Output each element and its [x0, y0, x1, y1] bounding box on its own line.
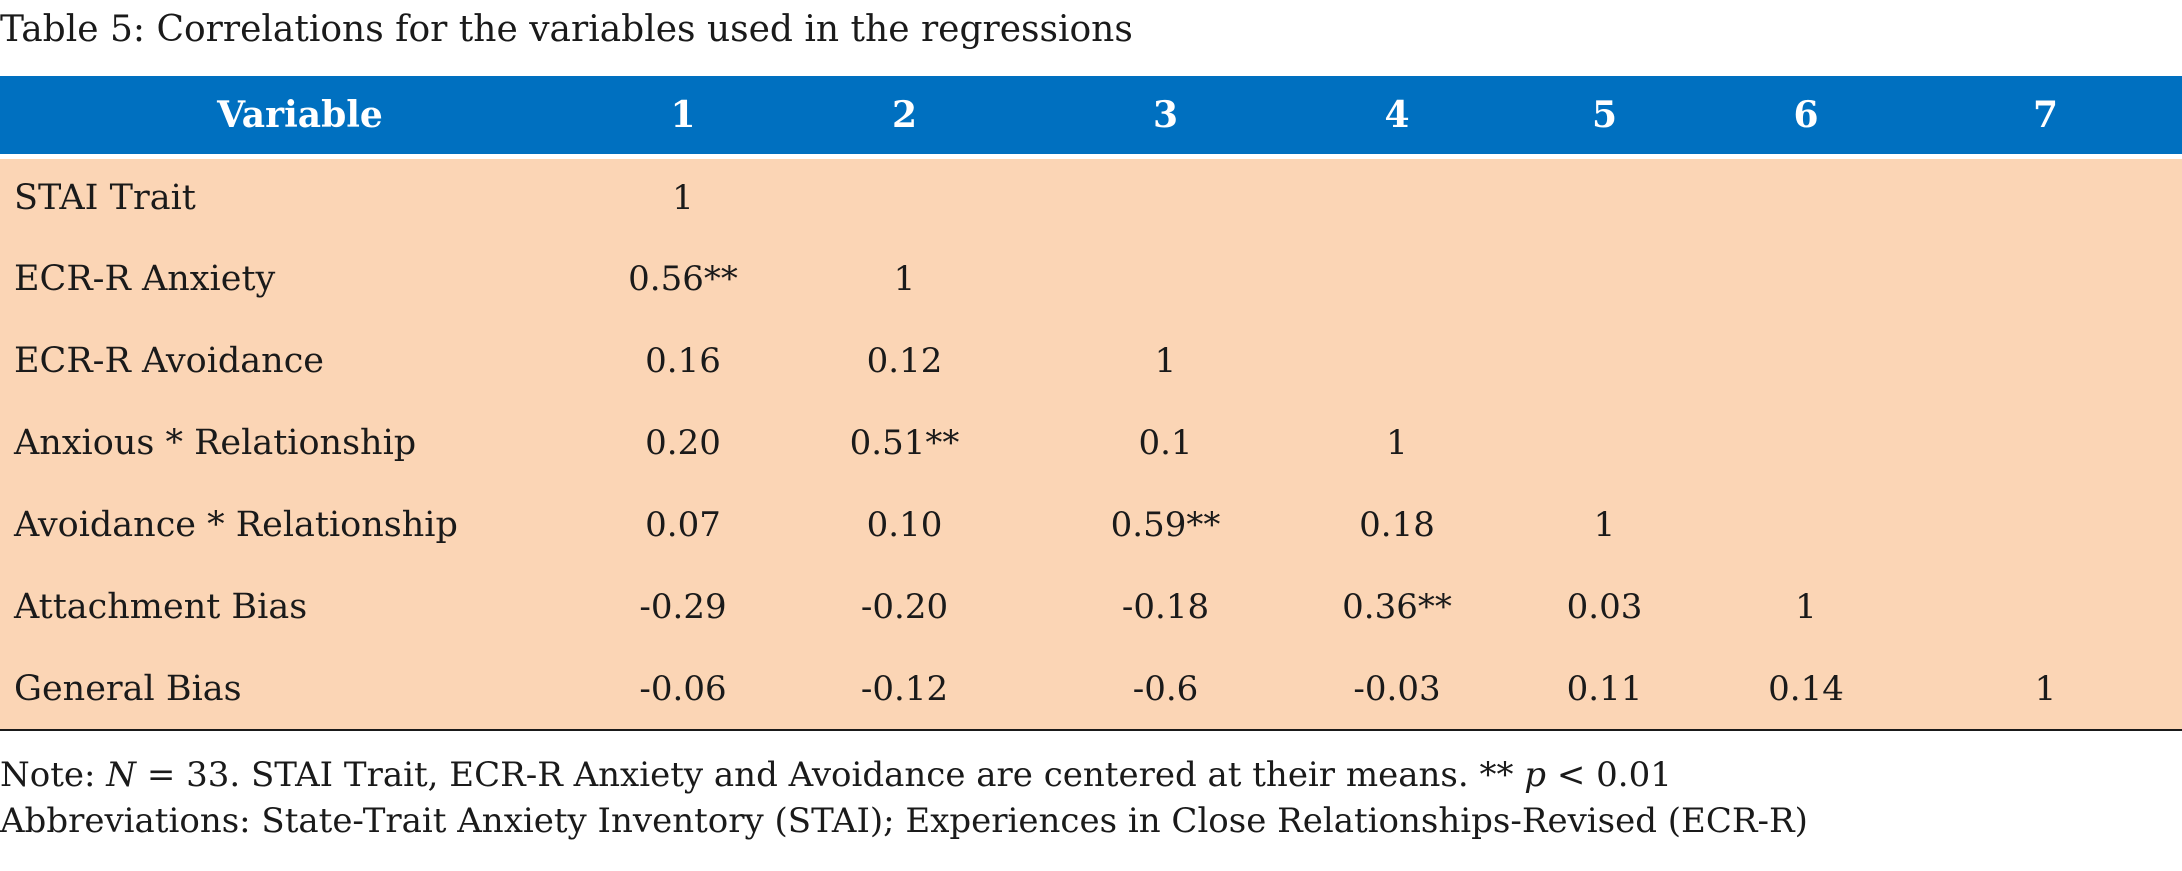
table-cell: 0.1	[1138, 423, 1193, 463]
table-cell	[1909, 156, 2182, 238]
table-cell: 0.03	[1566, 587, 1643, 627]
table-cell: -0.6	[1043, 648, 1288, 731]
header-variable: Variable	[0, 76, 600, 159]
table-cell	[1909, 238, 2182, 320]
row-variable-name: General Bias	[0, 648, 600, 731]
table-cell	[1909, 320, 2182, 402]
note-p-symbol: p	[1524, 755, 1547, 795]
row-variable-name: Anxious * Relationship	[14, 423, 417, 463]
table-body: STAI Trait 1 ECR-R Anxiety 0.56** 1	[0, 156, 2182, 731]
table-cell: 0.14	[1703, 648, 1909, 731]
table-cell	[1288, 156, 1506, 238]
table-cell	[1909, 484, 2182, 566]
table-cell	[1288, 320, 1506, 402]
header-col-1: 1	[600, 76, 766, 159]
table-cell: 0.18	[1359, 505, 1435, 545]
table-cell	[1043, 238, 1288, 320]
table-cell	[1506, 320, 1703, 402]
row-variable-name: STAI Trait	[14, 178, 196, 219]
abbreviations-line: Abbreviations: State-Trait Anxiety Inven…	[0, 801, 1808, 841]
table-cell: 1	[1795, 587, 1817, 627]
note-n-symbol: N	[106, 755, 137, 795]
table-cell: 0.20	[645, 423, 721, 463]
table-row: STAI Trait 1	[0, 156, 2182, 238]
note-end: < 0.01	[1546, 755, 1672, 795]
table-cell: 0.16	[645, 341, 721, 381]
table-caption: Table 5: Correlations for the variables …	[0, 9, 1133, 50]
table-header: Variable 1 2 3 4 5 6 7	[0, 76, 2182, 159]
note-middle: = 33. STAI Trait, ECR-R Anxiety and Avoi…	[136, 755, 1525, 795]
table-cell	[1506, 238, 1703, 320]
table-cell	[1703, 320, 1909, 402]
table-cell	[1703, 238, 1909, 320]
table-cell: 0.36**	[1342, 587, 1452, 627]
correlation-table: Variable 1 2 3 4 5 6 7 STAI Trait 1	[0, 76, 2182, 731]
table-cell	[1506, 402, 1703, 484]
table-cell: 0.56**	[628, 259, 738, 299]
note-prefix: Note:	[0, 755, 107, 795]
header-col-2: 2	[766, 76, 1043, 159]
table-cell	[1909, 566, 2182, 648]
table-cell: 1	[1909, 648, 2182, 731]
table-cell: -0.29	[639, 587, 727, 627]
table-cell: 1	[893, 259, 916, 299]
table-cell: 0.10	[866, 505, 943, 545]
table-cell: 0.59**	[1110, 505, 1221, 545]
correlation-table-container: Variable 1 2 3 4 5 6 7 STAI Trait 1	[0, 76, 2182, 731]
header-col-4: 4	[1288, 76, 1506, 159]
row-variable-name: Avoidance * Relationship	[14, 505, 458, 545]
table-row: Avoidance * Relationship 0.07 0.10 0.59*…	[0, 484, 2182, 566]
table-row: ECR-R Avoidance 0.16 0.12 1	[0, 320, 2182, 402]
table-row: ECR-R Anxiety 0.56** 1	[0, 238, 2182, 320]
table-row: Anxious * Relationship 0.20 0.51** 0.1 1	[0, 402, 2182, 484]
table-cell: -0.12	[766, 648, 1043, 731]
table-row: General Bias -0.06 -0.12 -0.6 -0.03 0.11…	[0, 648, 2182, 731]
table-cell	[1703, 484, 1909, 566]
header-col-3: 3	[1043, 76, 1288, 159]
header-col-7: 7	[1909, 76, 2182, 159]
table-cell: 1	[1154, 341, 1177, 381]
table-cell: -0.06	[600, 648, 766, 731]
table-cell: -0.18	[1121, 587, 1210, 627]
table-cell: 0.11	[1506, 648, 1703, 731]
table-cell	[766, 156, 1043, 238]
table-cell	[1703, 156, 1909, 238]
table-cell	[1043, 156, 1288, 238]
note-line: Note: N = 33. STAI Trait, ECR-R Anxiety …	[0, 752, 1808, 798]
table-cell	[1703, 402, 1909, 484]
table-cell: -0.20	[860, 587, 949, 627]
header-col-5: 5	[1506, 76, 1703, 159]
table-cell: 0.07	[645, 505, 721, 545]
table-cell	[1909, 402, 2182, 484]
table-cell: 1	[672, 178, 694, 219]
row-variable-name: ECR-R Avoidance	[14, 341, 325, 381]
table-cell: 0.12	[866, 341, 943, 381]
table-cell: 0.51**	[849, 423, 960, 463]
table-cell: 1	[1593, 505, 1616, 545]
table-cell	[1288, 238, 1506, 320]
table-cell: 1	[1386, 423, 1408, 463]
header-col-6: 6	[1703, 76, 1909, 159]
header-row: Variable 1 2 3 4 5 6 7	[0, 76, 2182, 159]
table-cell: -0.03	[1288, 648, 1506, 731]
row-variable-name: ECR-R Anxiety	[14, 259, 276, 299]
table-cell	[1506, 156, 1703, 238]
table-row: Attachment Bias -0.29 -0.20 -0.18 0.36**…	[0, 566, 2182, 648]
table-notes: Note: N = 33. STAI Trait, ECR-R Anxiety …	[0, 752, 1808, 844]
row-variable-name: Attachment Bias	[14, 587, 308, 627]
